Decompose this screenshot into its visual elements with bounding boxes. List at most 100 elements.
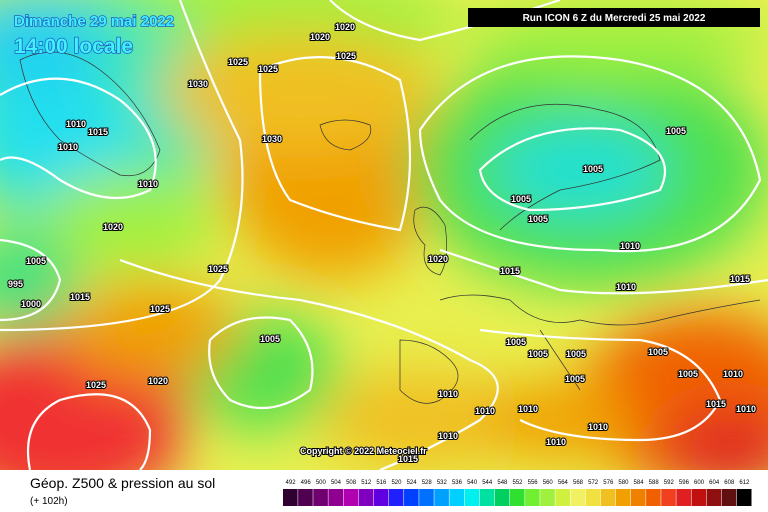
footer-title: Géop. Z500 & pression au sol [30,475,215,491]
scale-swatch [373,489,389,506]
scale-swatch [736,489,752,506]
scale-label: 568 [573,480,584,486]
scale-label: 564 [558,480,569,486]
isobar-label: 1025 [258,64,278,74]
scale-swatch [494,489,510,506]
scale-swatch [479,489,495,506]
scale-swatch [661,489,676,506]
scale-label: 508 [346,480,357,486]
isobar-label: 1020 [103,222,123,232]
isobar-label: 1005 [528,214,548,224]
isobar-label: 1010 [66,119,86,129]
isobar-label: 1010 [723,369,743,379]
isobar-label: 1025 [86,380,106,390]
scale-label: 596 [679,480,690,486]
scale-swatch [676,489,691,506]
scale-swatch [358,489,374,506]
scale-label: 492 [286,480,297,486]
scale-label: 608 [724,480,735,486]
isobar-label: 1020 [335,22,355,32]
isobar-label: 1015 [500,266,520,276]
scale-label: 520 [391,480,402,486]
scale-label: 612 [739,480,750,486]
forecast-date: Dimanche 29 mai 2022 [14,13,174,30]
isobar-label: 1010 [736,404,756,414]
isobar-label: 1005 [648,347,668,357]
scale-label: 496 [301,480,312,486]
isobar-label: 1025 [208,264,228,274]
isobar-label: 1010 [616,282,636,292]
scale-label: 536 [452,480,463,486]
scale-label: 600 [694,480,705,486]
isobar-label: 1005 [678,369,698,379]
scale-label: 580 [618,480,629,486]
isobar-label: 1005 [583,164,603,174]
scale-swatch [388,489,404,506]
isobar-label: 995 [8,279,23,289]
isobar-label: 1030 [188,79,208,89]
isobar-label: 1030 [262,134,282,144]
scale-swatch [464,489,480,506]
scale-swatch [298,489,313,506]
scale-swatch [555,489,570,506]
isobar-label: 1020 [148,376,168,386]
isobar-label: 1005 [260,334,280,344]
isobar-label: 1020 [428,254,448,264]
scale-label: 604 [709,480,720,486]
isobar-label: 1015 [88,127,108,137]
scale-label: 584 [634,480,645,486]
run-box [468,8,760,27]
scale-swatch [328,489,344,506]
scale-label: 524 [407,480,418,486]
scale-label: 540 [467,480,478,486]
scale-swatch [706,489,722,506]
isobar-label: 1010 [620,241,640,251]
isobar-label: 1005 [26,256,46,266]
scale-label: 544 [482,480,493,486]
isobar-labels: 1020102010251025102510301010101510101010… [7,21,757,465]
scale-swatch [419,489,434,506]
scale-label: 532 [437,480,448,486]
isobar-label: 1010 [588,422,608,432]
isobar-label: 1005 [666,126,686,136]
scale-label: 528 [422,480,433,486]
isobar-label: 1025 [150,304,170,314]
scale-swatch [313,489,328,506]
scale-label: 548 [497,480,508,486]
scale-label: 552 [512,480,523,486]
isobar-label: 1005 [528,349,548,359]
scale-swatch [540,489,555,506]
scale-label: 560 [543,480,554,486]
coastlines [19,51,761,404]
isobar-label: 1010 [138,179,158,189]
isobar-label: 1015 [706,399,726,409]
scale-swatch [404,489,419,506]
isobar-label: 1010 [438,431,458,441]
isobar-label: 1005 [511,194,531,204]
isobar-label: 1015 [70,292,90,302]
isobar-label: 1010 [438,389,458,399]
isobar-label: 1015 [730,274,750,284]
scale-label: 572 [588,480,599,486]
scale-label: 588 [649,480,660,486]
scale-label: 512 [361,480,372,486]
scale-label: 556 [528,480,539,486]
footer-subtitle: (+ 102h) [30,496,68,507]
scale-label: 504 [331,480,342,486]
isobar-label: 1010 [475,406,495,416]
scale-swatch [585,489,601,506]
scale-swatch [525,489,540,506]
forecast-time: 14:00 locale [14,35,133,58]
scale-swatch [343,489,359,506]
scale-swatch [449,489,465,506]
isobar-label: 1010 [518,404,538,414]
scale-swatch [721,489,737,506]
isobar-label: 1010 [546,437,566,447]
isobar-label: 1025 [336,51,356,61]
scale-label: 500 [316,480,327,486]
scale-swatch [630,489,646,506]
scale-swatch [283,489,298,506]
